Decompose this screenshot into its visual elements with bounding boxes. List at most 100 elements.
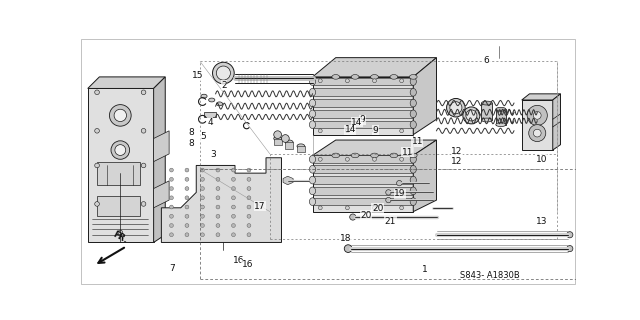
Circle shape [274, 131, 282, 139]
Circle shape [185, 187, 189, 190]
Ellipse shape [410, 153, 417, 158]
Ellipse shape [390, 153, 397, 158]
Bar [285, 142, 293, 148]
Ellipse shape [332, 153, 340, 158]
Bar [97, 162, 140, 185]
Text: 1: 1 [422, 265, 428, 274]
Circle shape [170, 177, 173, 181]
Polygon shape [154, 181, 169, 208]
Circle shape [200, 233, 204, 237]
Circle shape [170, 205, 173, 209]
Circle shape [141, 202, 146, 206]
Bar [97, 196, 140, 215]
Text: 13: 13 [536, 218, 547, 227]
Circle shape [527, 105, 547, 125]
Circle shape [216, 214, 220, 218]
Text: 19: 19 [394, 189, 406, 198]
Ellipse shape [209, 98, 215, 102]
Ellipse shape [309, 88, 316, 96]
Circle shape [282, 135, 289, 142]
Polygon shape [413, 140, 436, 212]
Circle shape [216, 224, 220, 228]
Text: 21: 21 [385, 217, 396, 226]
Bar [496, 109, 506, 124]
Text: 11: 11 [402, 148, 413, 157]
Polygon shape [553, 94, 561, 150]
Polygon shape [312, 156, 413, 212]
Circle shape [318, 157, 322, 161]
Ellipse shape [309, 78, 316, 85]
Ellipse shape [309, 121, 316, 129]
Ellipse shape [410, 121, 417, 129]
Bar [312, 165, 413, 173]
Bar [312, 187, 413, 195]
Circle shape [566, 232, 573, 238]
Circle shape [346, 206, 349, 210]
Ellipse shape [481, 118, 492, 122]
Ellipse shape [410, 176, 417, 184]
Ellipse shape [309, 99, 316, 107]
Bar [312, 121, 413, 129]
Circle shape [372, 129, 376, 133]
Ellipse shape [496, 107, 506, 111]
Circle shape [216, 196, 220, 200]
Ellipse shape [410, 88, 417, 96]
Ellipse shape [297, 144, 305, 148]
Circle shape [141, 90, 146, 95]
Circle shape [170, 233, 173, 237]
Ellipse shape [309, 198, 316, 205]
Polygon shape [161, 158, 282, 243]
Circle shape [247, 177, 251, 181]
Polygon shape [88, 77, 165, 88]
Text: 3: 3 [210, 150, 216, 159]
Circle shape [200, 214, 204, 218]
Circle shape [400, 129, 404, 133]
Circle shape [216, 205, 220, 209]
Ellipse shape [309, 110, 316, 118]
Ellipse shape [410, 99, 417, 107]
Circle shape [247, 205, 251, 209]
Circle shape [118, 230, 123, 235]
Circle shape [185, 233, 189, 237]
Text: S843- A1830B: S843- A1830B [460, 271, 520, 280]
Circle shape [386, 197, 391, 203]
Circle shape [247, 233, 251, 237]
Ellipse shape [466, 110, 477, 121]
Circle shape [232, 196, 236, 200]
Text: 20: 20 [360, 211, 372, 220]
Text: 8: 8 [189, 139, 195, 148]
Ellipse shape [351, 153, 359, 158]
Circle shape [95, 202, 99, 206]
Circle shape [95, 90, 99, 95]
Ellipse shape [212, 62, 234, 84]
Circle shape [170, 224, 173, 228]
Text: 14: 14 [344, 125, 356, 134]
Polygon shape [312, 77, 413, 135]
Circle shape [185, 177, 189, 181]
Text: 4: 4 [207, 118, 212, 127]
Bar [481, 103, 492, 120]
Ellipse shape [309, 156, 316, 163]
Circle shape [170, 168, 173, 172]
Circle shape [346, 129, 349, 133]
Circle shape [346, 157, 349, 161]
Circle shape [200, 196, 204, 200]
Circle shape [200, 177, 204, 181]
Circle shape [346, 79, 349, 83]
Text: 18: 18 [340, 234, 351, 243]
Polygon shape [413, 58, 436, 135]
Circle shape [200, 168, 204, 172]
Bar [312, 88, 413, 96]
Polygon shape [312, 140, 436, 156]
Circle shape [141, 129, 146, 133]
Ellipse shape [410, 78, 417, 85]
Ellipse shape [332, 75, 340, 79]
Text: 8: 8 [189, 128, 195, 137]
Circle shape [141, 163, 146, 168]
Ellipse shape [447, 99, 465, 117]
Circle shape [95, 129, 99, 133]
Circle shape [115, 145, 125, 156]
Text: 12: 12 [451, 147, 463, 156]
Bar [312, 176, 413, 184]
Ellipse shape [371, 75, 378, 79]
